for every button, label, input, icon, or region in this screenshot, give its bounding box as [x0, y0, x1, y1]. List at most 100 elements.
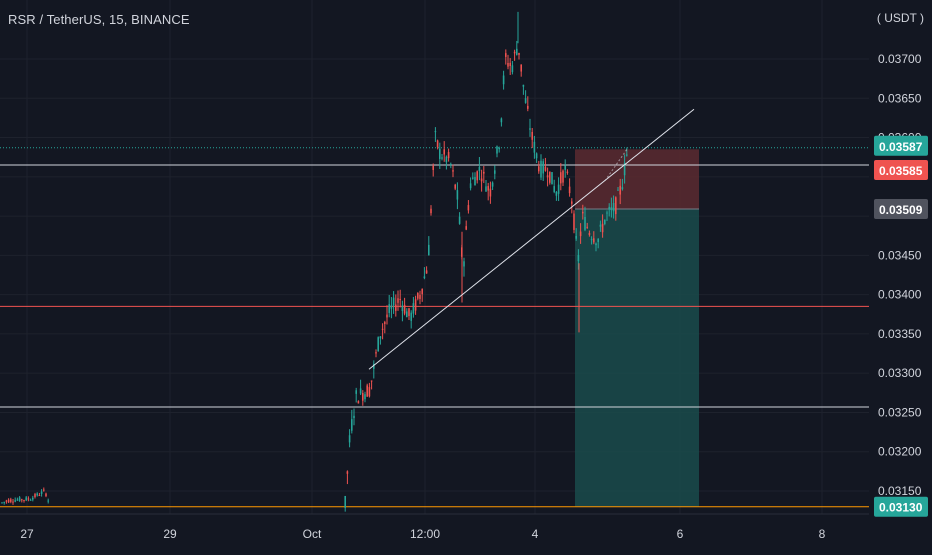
- time-tick-label: 27: [20, 527, 34, 541]
- price-tick-label: 0.03450: [878, 248, 922, 262]
- candle-body: [612, 202, 615, 212]
- candle-body: [483, 171, 485, 174]
- candle-body: [553, 186, 555, 192]
- candle-body: [346, 471, 349, 474]
- candle-body: [575, 235, 577, 239]
- price-tick-label: 0.03400: [878, 288, 922, 302]
- candle-body: [491, 182, 494, 187]
- candle-body: [480, 178, 483, 182]
- candle-body: [469, 183, 472, 189]
- currency-selector[interactable]: ( USDT ): [876, 11, 924, 25]
- candle-body: [454, 184, 456, 189]
- time-tick-label: Oct: [303, 527, 322, 541]
- candle-body: [586, 226, 588, 228]
- candle-body: [359, 388, 362, 394]
- price-label-box: [874, 135, 928, 156]
- time-tick-label: 12:00: [410, 527, 440, 541]
- candle-body: [27, 498, 30, 500]
- candle-body: [485, 186, 487, 192]
- time-tick-label: 4: [532, 527, 539, 541]
- price-tick-label: 0.03650: [878, 91, 922, 105]
- candle-body: [522, 84, 525, 87]
- candle-body: [621, 187, 624, 190]
- candle-body: [546, 175, 549, 178]
- candle-body: [456, 190, 459, 200]
- candle-body: [379, 336, 382, 339]
- candle-body: [408, 308, 410, 316]
- candle-body: [373, 363, 375, 369]
- candle-body: [496, 146, 498, 154]
- candle-body: [344, 495, 346, 508]
- candle-body: [447, 152, 450, 159]
- candle-body: [529, 128, 531, 130]
- candle-body: [626, 154, 628, 156]
- candle-body: [584, 217, 586, 230]
- trend-line[interactable]: [368, 108, 695, 370]
- candle-body: [423, 276, 426, 279]
- price-label-text: 0.03509: [879, 203, 923, 217]
- candle-body: [7, 499, 10, 503]
- candle-body: [29, 499, 32, 501]
- candle-body: [406, 311, 408, 318]
- take-profit-zone[interactable]: [575, 209, 699, 507]
- candle-body: [14, 500, 16, 502]
- candle-body: [45, 493, 47, 497]
- candle-body: [40, 491, 43, 494]
- candle-body: [502, 75, 505, 85]
- candle-body: [399, 298, 401, 300]
- candle-body: [577, 254, 580, 262]
- candle-body: [397, 298, 399, 303]
- price-tick-label: 0.03700: [878, 52, 922, 66]
- candle-body: [3, 501, 5, 503]
- candle-body: [12, 501, 14, 503]
- candle-body: [555, 191, 558, 196]
- position-diagonal: [604, 147, 629, 182]
- candle-body: [604, 219, 606, 224]
- candle-body: [494, 170, 496, 174]
- candle-body: [428, 244, 430, 256]
- candle-body: [403, 304, 406, 314]
- candle-body: [384, 322, 386, 324]
- price-tick-label: 0.03150: [878, 484, 922, 498]
- candle-body: [417, 293, 419, 299]
- candle-body: [370, 380, 373, 382]
- candle-body: [527, 105, 529, 109]
- price-tick-label: 0.03250: [878, 405, 922, 419]
- time-tick-label: 8: [819, 527, 826, 541]
- candle-body: [375, 352, 377, 354]
- candle-body: [353, 415, 355, 419]
- stop-loss-zone[interactable]: [575, 149, 699, 210]
- candle-body: [615, 197, 617, 215]
- candle-body: [430, 208, 432, 214]
- candle-body: [366, 385, 368, 397]
- candle-body: [463, 261, 465, 267]
- candle-body: [623, 162, 626, 176]
- candle-body: [538, 166, 540, 172]
- candle-body: [386, 314, 388, 318]
- candle-body: [566, 171, 569, 173]
- time-tick-label: 29: [163, 527, 177, 541]
- candle-body: [443, 149, 445, 155]
- candle-body: [590, 239, 593, 241]
- candle-body: [458, 216, 461, 224]
- candle-body: [465, 226, 467, 230]
- candle-body: [531, 131, 533, 140]
- candle-body: [557, 184, 560, 194]
- symbol-title: RSR / TetherUS, 15, BINANCE: [8, 12, 190, 27]
- candle-body: [434, 131, 437, 133]
- candle-body: [472, 177, 474, 179]
- price-axis-panel[interactable]: [869, 0, 932, 550]
- candle-body: [432, 165, 434, 170]
- candle-body: [362, 393, 364, 401]
- candle-body: [445, 156, 448, 163]
- candle-body: [414, 299, 417, 311]
- candle-body: [608, 206, 610, 210]
- candle-body: [351, 419, 353, 431]
- candle-body: [568, 186, 571, 194]
- price-label-text: 0.03587: [879, 140, 923, 154]
- candle-body: [441, 157, 443, 159]
- candle-body: [355, 390, 357, 394]
